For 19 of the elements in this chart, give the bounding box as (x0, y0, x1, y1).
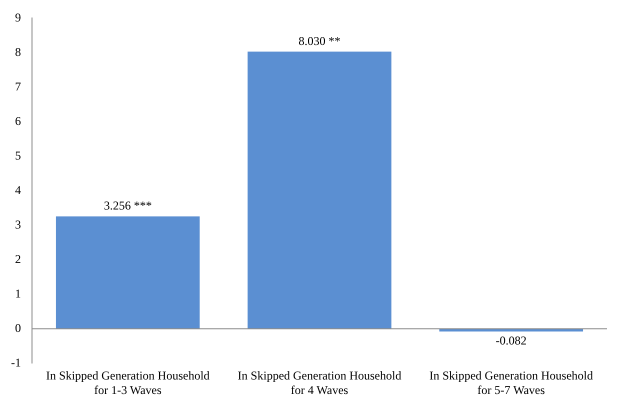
bar (56, 216, 200, 329)
y-tick-label: 8 (14, 44, 21, 59)
y-tick-label: 6 (14, 114, 21, 128)
y-tick-label: 4 (14, 182, 21, 197)
y-tick-label: 9 (14, 10, 21, 24)
x-tick-label: In Skipped Generation Household for 5-7 Waves (429, 368, 593, 397)
data-label: -0.082 (496, 334, 527, 348)
bar (248, 52, 392, 329)
y-tick-label: 1 (14, 286, 21, 300)
x-tick-label: In Skipped Generation Household for 4 Waves (238, 368, 402, 397)
y-tick-label: -1 (10, 355, 21, 370)
data-label: 8.030 ** (298, 34, 340, 48)
y-tick-label: 5 (14, 148, 21, 162)
x-tick-label: In Skipped Generation Household for 1-3 Waves (46, 368, 210, 397)
data-label: 3.256 *** (104, 198, 152, 213)
y-tick-label: 0 (14, 320, 21, 335)
y-tick-label: 2 (14, 252, 21, 266)
y-tick-label: 3 (14, 217, 21, 232)
y-tick-label: 7 (14, 79, 21, 94)
